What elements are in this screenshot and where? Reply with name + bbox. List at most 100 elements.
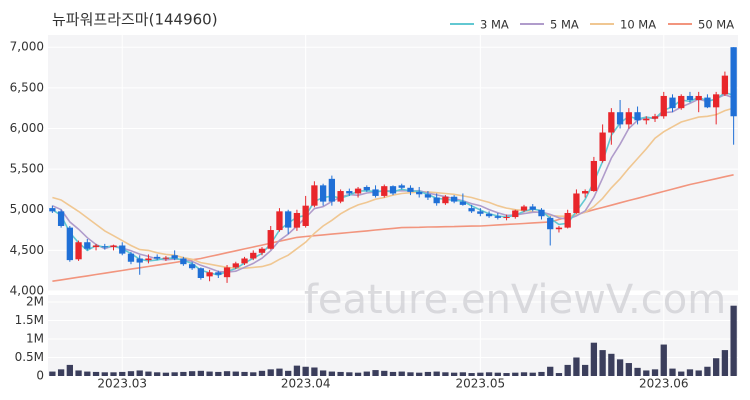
volume-bar: [241, 371, 248, 376]
volume-bar: [538, 371, 545, 376]
candle-body: [127, 253, 135, 262]
candle-body: [215, 272, 222, 275]
volume-bar: [337, 371, 344, 376]
volume-bar: [704, 366, 711, 376]
volume-bar: [625, 363, 632, 376]
candle-body: [616, 112, 624, 125]
volume-bar: [293, 365, 301, 376]
candle-body: [459, 201, 467, 205]
candle-body: [634, 112, 641, 121]
candle-body: [293, 212, 301, 228]
candle-body: [276, 211, 283, 231]
candle-body: [494, 216, 501, 218]
volume-bar: [512, 372, 519, 376]
candle-body: [555, 227, 563, 230]
candle-body: [223, 267, 231, 278]
volume-tick-label: 1M: [26, 332, 44, 346]
volume-bar: [250, 372, 257, 376]
candle-body: [442, 196, 449, 204]
volume-bar: [206, 371, 213, 376]
candle-body: [704, 97, 711, 108]
volume-bar: [119, 371, 126, 376]
volume-bar: [145, 371, 152, 376]
candle-body: [57, 211, 65, 226]
volume-bar: [188, 371, 196, 376]
y-tick-label: 4,500: [10, 243, 44, 257]
volume-tick-label: 0: [36, 369, 44, 383]
volume-bar: [354, 372, 362, 376]
candle-body: [512, 210, 519, 218]
candle-body: [188, 264, 196, 269]
volume-bar: [555, 373, 563, 376]
volume-bar: [450, 372, 458, 376]
candle-body: [92, 245, 100, 248]
legend-label: 50 MA: [698, 18, 734, 32]
volume-bar: [197, 370, 204, 376]
candle-body: [660, 95, 667, 117]
candle-body: [468, 208, 475, 212]
volume-bar: [223, 371, 231, 376]
volume-bar: [494, 372, 501, 376]
candle-body: [547, 217, 554, 230]
candle-body: [695, 95, 702, 101]
y-tick-label: 5,000: [10, 202, 44, 216]
volume-bar: [459, 372, 467, 376]
volume-bar: [398, 371, 405, 376]
candle-body: [389, 186, 397, 194]
volume-bar: [49, 371, 56, 376]
candle-body: [319, 185, 327, 202]
candle-body: [285, 211, 292, 228]
volume-bar: [660, 344, 667, 376]
volume-bar: [608, 353, 615, 376]
candle-body: [608, 112, 615, 133]
volume-tick-label: 0.5M: [15, 350, 44, 364]
legend-label: 3 MA: [480, 18, 509, 32]
volume-bar: [573, 357, 580, 376]
candle-body: [171, 255, 178, 259]
volume-bar: [529, 372, 536, 376]
volume-bar: [582, 364, 589, 376]
candle-body: [625, 112, 632, 125]
y-tick-label: 7,000: [10, 40, 44, 54]
volume-bar: [442, 372, 449, 376]
candle-body: [75, 242, 82, 260]
candle-body: [197, 268, 204, 278]
volume-bar: [363, 371, 370, 376]
volume-bar: [468, 373, 475, 376]
volume-bar: [686, 369, 694, 376]
candle-body: [346, 191, 353, 194]
volume-bar: [154, 372, 161, 376]
candle-body: [162, 257, 170, 259]
candle-body: [180, 258, 187, 265]
volume-bar: [232, 371, 239, 376]
y-tick-label: 5,500: [10, 162, 44, 176]
candle-body: [643, 118, 650, 121]
candle-body: [433, 197, 440, 204]
candle-body: [302, 205, 309, 226]
volume-bar: [616, 359, 624, 376]
y-tick-label: 4,000: [10, 284, 44, 298]
volume-bar: [346, 372, 353, 376]
volume-bar: [547, 366, 554, 376]
volume-bar: [66, 364, 73, 376]
volume-bar: [678, 371, 685, 376]
candle-body: [145, 258, 152, 261]
candle-body: [84, 242, 91, 249]
volume-bar: [267, 369, 274, 376]
candle-body: [416, 191, 423, 195]
volume-tick-label: 2M: [26, 295, 44, 309]
volume-bar: [162, 372, 170, 376]
volume-bar: [424, 371, 432, 376]
volume-bar: [477, 372, 484, 376]
candle-body: [503, 217, 510, 219]
candle-body: [232, 263, 239, 268]
x-tick-label: 2023.03: [97, 377, 147, 391]
volume-bar: [416, 372, 423, 376]
volume-bar: [695, 370, 702, 376]
volume-bar: [520, 372, 528, 376]
candle-body: [337, 191, 344, 202]
candle-body: [599, 132, 606, 161]
volume-bar: [285, 370, 292, 376]
volume-bar: [319, 370, 327, 376]
candle-body: [206, 272, 213, 277]
